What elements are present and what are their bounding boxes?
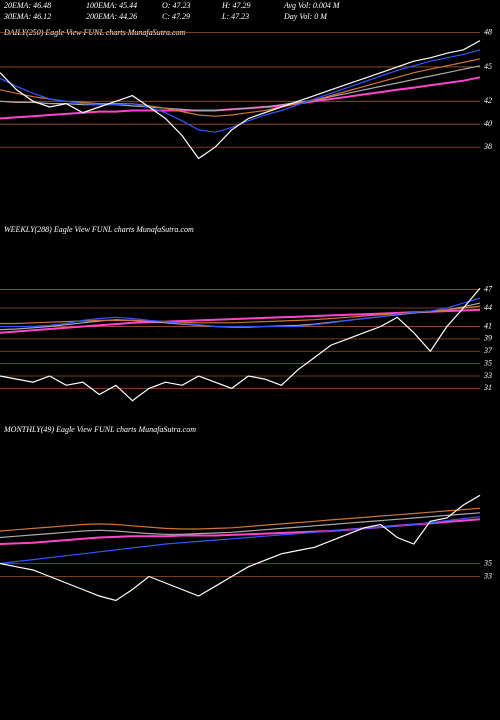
- y-tick-label: 42: [484, 96, 492, 105]
- price-line: [0, 512, 481, 539]
- chart-title: WEEKLY(288) Eagle View FUNL charts Munaf…: [4, 225, 194, 234]
- price-line: [0, 302, 481, 331]
- y-tick-label: 45: [484, 62, 492, 71]
- y-tick-label: 48: [484, 27, 492, 36]
- price-line: [0, 507, 481, 532]
- y-tick-label: 37: [483, 346, 493, 355]
- y-tick-label: 41: [484, 321, 492, 330]
- price-line: [0, 305, 481, 325]
- price-line: [0, 516, 481, 565]
- header-stat: 100EMA: 45.44: [86, 1, 137, 10]
- price-line: [0, 76, 481, 120]
- header-stat: H: 47.29: [221, 1, 250, 10]
- y-tick-label: 39: [483, 334, 492, 343]
- y-tick-label: 40: [484, 119, 492, 128]
- chart-title: MONTHLY(49) Eagle View FUNL charts Munaf…: [3, 425, 196, 434]
- price-line: [0, 49, 481, 133]
- price-line: [0, 297, 481, 328]
- price-line: [0, 40, 481, 160]
- y-tick-label: 31: [483, 383, 492, 392]
- header-stat: Day Vol: 0 M: [283, 12, 328, 21]
- y-tick-label: 35: [483, 358, 492, 367]
- header-stat: 200EMA: 44.26: [86, 12, 137, 21]
- header-stat: O: 47.23: [162, 1, 190, 10]
- price-line: [0, 287, 481, 402]
- y-tick-label: 35: [483, 558, 492, 567]
- header-stat: 30EMA: 46.12: [3, 12, 51, 21]
- y-tick-label: 47: [484, 284, 493, 293]
- price-line: [0, 58, 481, 117]
- header-stat: Avg Vol: 0.004 M: [283, 1, 341, 10]
- y-tick-label: 44: [484, 303, 492, 312]
- y-tick-label: 38: [483, 142, 492, 151]
- header-stat: C: 47.29: [162, 12, 190, 21]
- header-stat: 20EMA: 46.48: [4, 1, 51, 10]
- price-line: [0, 65, 481, 112]
- header-stat: L: 47.23: [221, 12, 249, 21]
- price-line: [0, 494, 481, 602]
- y-tick-label: 33: [483, 371, 492, 380]
- y-tick-label: 33: [483, 571, 492, 580]
